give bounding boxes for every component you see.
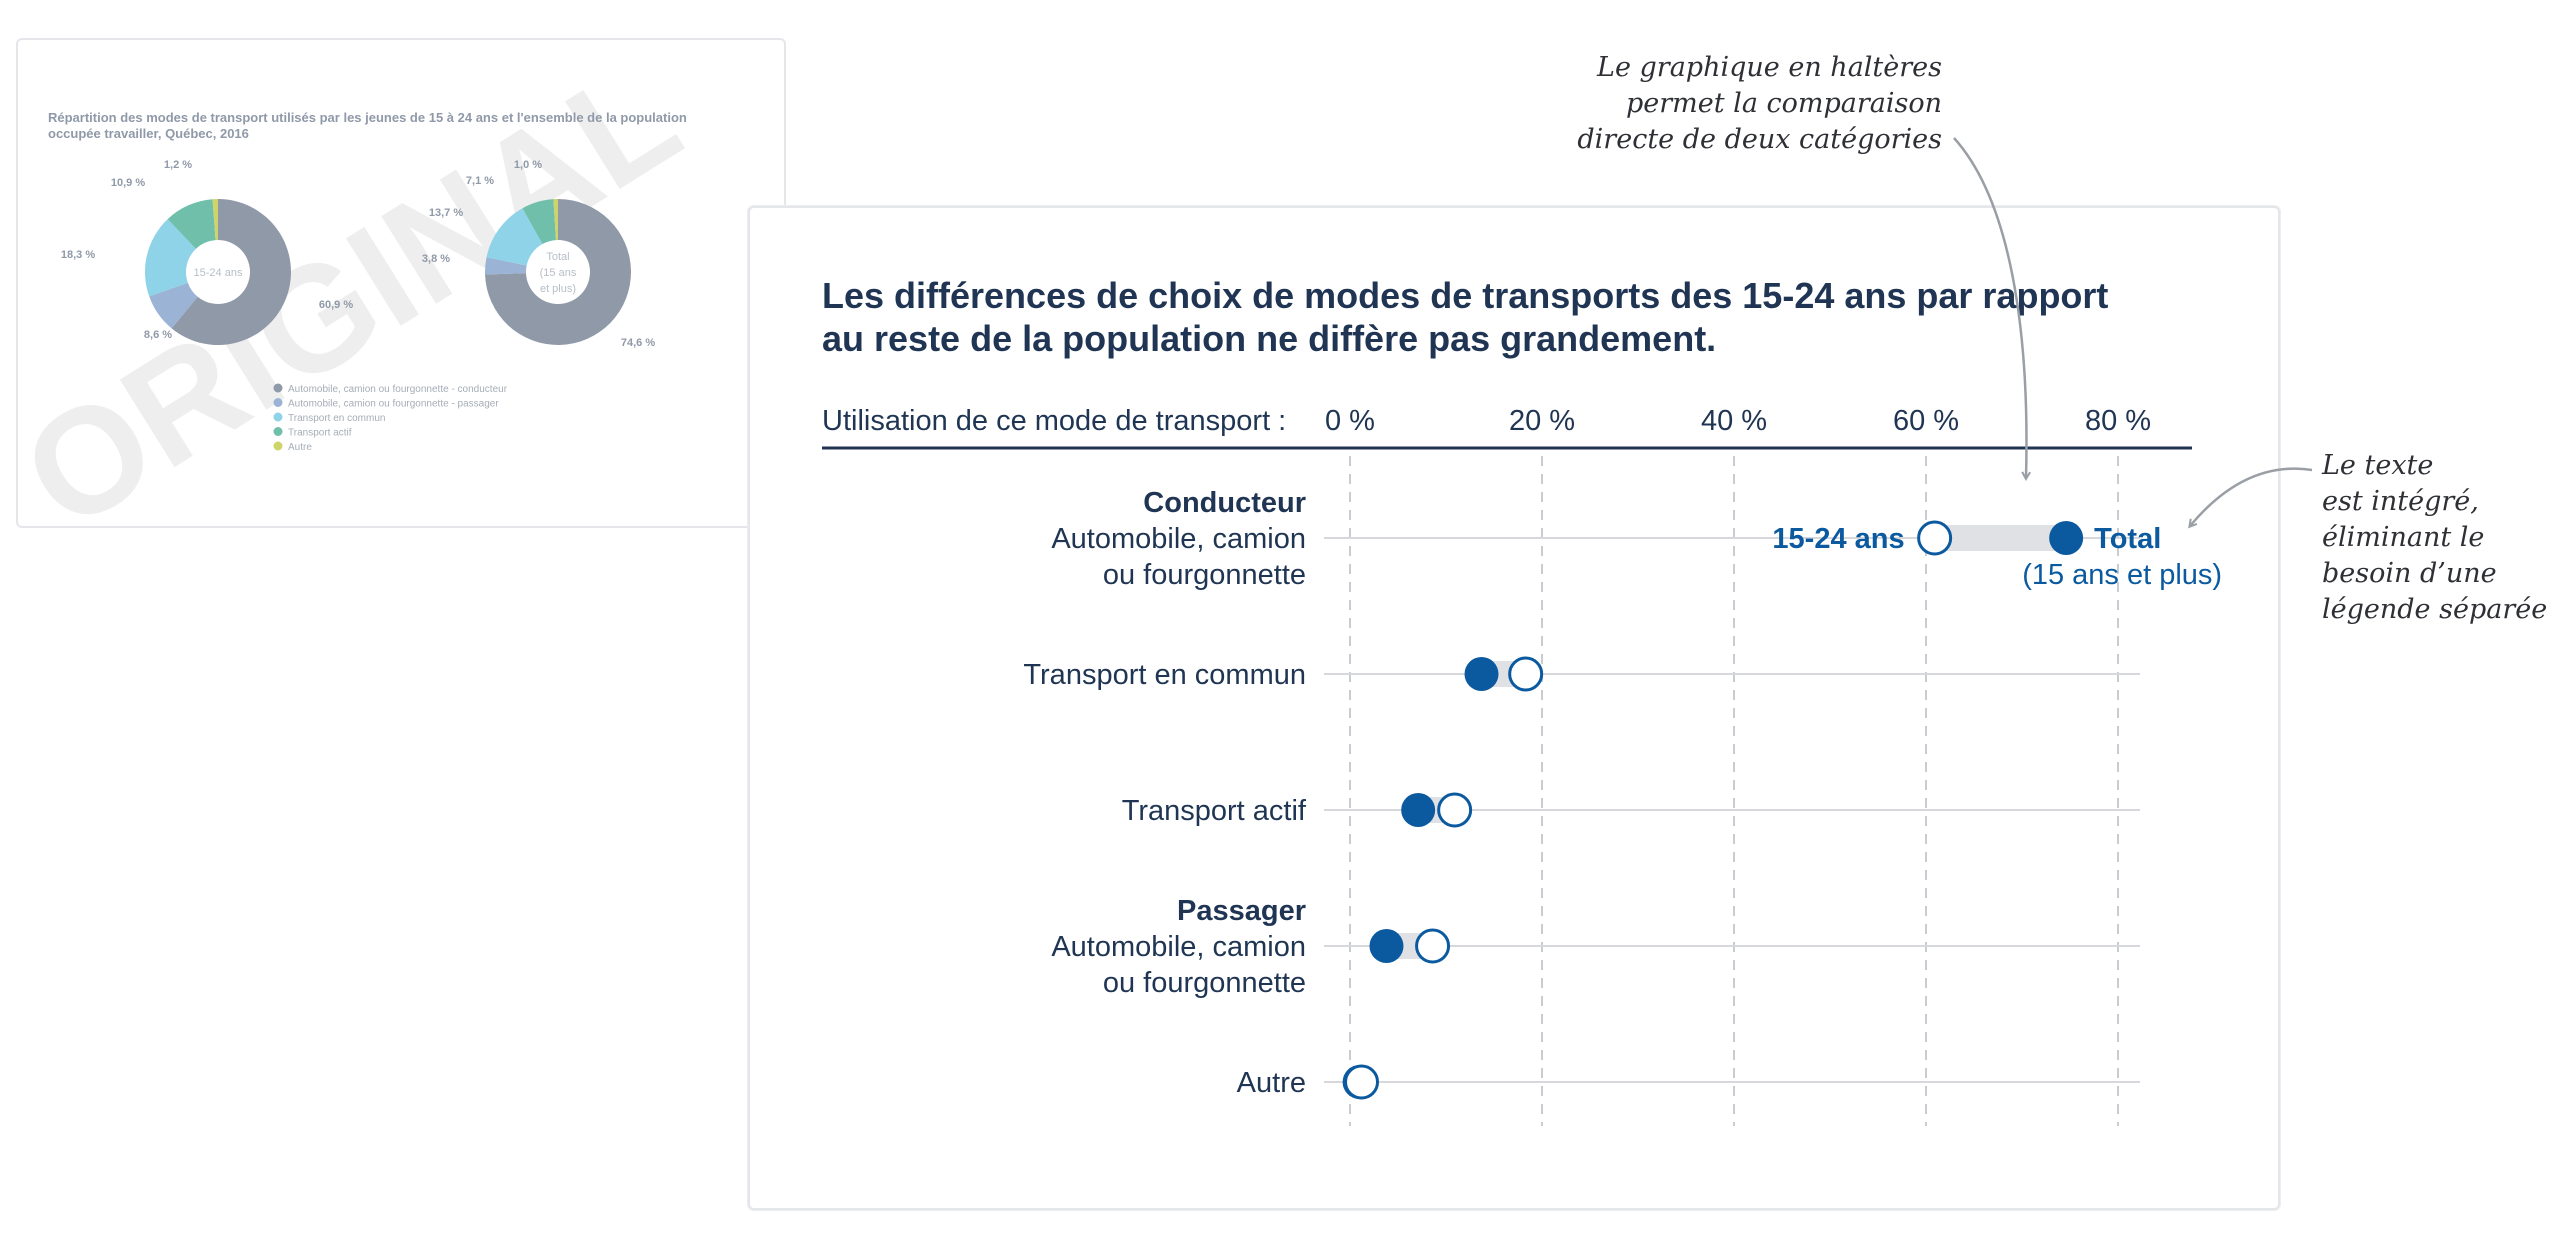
donut-slice: [167, 199, 216, 249]
legend-swatch: [273, 412, 283, 422]
legend-swatch: [273, 383, 283, 393]
annotation-arrow-side: [2190, 467, 2313, 526]
donut-slice: [485, 199, 631, 345]
category-row: Transport actif: [1122, 792, 2140, 828]
donut-slice-label: 8,6 %: [144, 329, 172, 341]
tick-label-40: 40 %: [1701, 405, 1767, 437]
donut-slice-label: 3,8 %: [422, 253, 450, 265]
annotation-dumbbell-note: Le graphique en haltères permet la compa…: [1577, 52, 1942, 155]
donut-slice-label: 7,1 %: [466, 175, 494, 187]
marker-15-24: [1415, 928, 1451, 964]
marker-15-24: [1508, 656, 1544, 692]
marker-15-24: [1344, 1064, 1380, 1100]
category-label: ou fourgonnette: [1103, 967, 1306, 999]
donut-slice: [522, 199, 556, 245]
category-label: Autre: [1237, 1067, 1306, 1099]
series-label-total: Total: [2094, 523, 2161, 555]
tick-label-80: 80 %: [2085, 405, 2151, 437]
dumbbell-chart: Utilisation de ce mode de transport : 0 %…: [822, 405, 2222, 1126]
donut-slice: [485, 257, 527, 275]
category-group-label: Passager: [1177, 895, 1306, 927]
legend-label: Transport actif: [288, 428, 352, 439]
donut-slice: [212, 199, 218, 241]
tick-label-20: 20 %: [1509, 405, 1575, 437]
category-group-label: Conducteur: [1143, 487, 1306, 519]
donut-center-label: (15 ans: [540, 267, 577, 279]
tick-label-0: 0 %: [1325, 405, 1375, 437]
category-label: Transport en commun: [1023, 659, 1306, 691]
category-row: Transport en commun: [1023, 656, 2140, 692]
donut-slice-label: 13,7 %: [429, 207, 463, 219]
legend-label: Autre: [288, 442, 312, 453]
donut-slice-label: 60,9 %: [319, 299, 353, 311]
donut-slice: [486, 208, 543, 266]
original-title: occupée travailler, Québec, 2016: [48, 126, 249, 141]
legend-swatch: [273, 441, 283, 451]
legend-label: Transport en commun: [288, 413, 385, 424]
annotation-legend-note: Le texte est intégré, éliminant le besoi…: [2322, 450, 2548, 625]
category-label: ou fourgonnette: [1103, 559, 1306, 591]
donut-slice-label: 74,6 %: [621, 337, 655, 349]
donut-slice-label: 18,3 %: [61, 249, 95, 261]
original-chart-card: ORIGINAL Répartition des modes de transpo…: [0, 30, 786, 561]
marker-total: [1401, 793, 1436, 827]
series-sublabel-total: (15 ans et plus): [2022, 559, 2222, 591]
category-label: Transport actif: [1122, 795, 1307, 827]
marker-total: [1464, 657, 1499, 691]
legend-swatch: [273, 427, 283, 436]
category-row: Passager Automobile, camion ou fourgonnett…: [1051, 895, 2140, 999]
donut-center-label: Total: [546, 251, 569, 263]
category-label: Automobile, camion: [1051, 931, 1306, 963]
legend-label: Automobile, camion ou fourgonnette - con…: [288, 384, 508, 395]
marker-total: [1369, 929, 1404, 963]
annotation-arrow-top: [1953, 137, 2026, 478]
category-label: Automobile, camion: [1051, 523, 1306, 555]
marker-15-24: [1437, 792, 1473, 828]
donut-slice-label: 10,9 %: [111, 177, 145, 189]
marker-15-24: [1917, 520, 1953, 556]
chart-title: Les différences de choix de modes de tra…: [822, 275, 2109, 359]
donut-slice-label: 1,0 %: [514, 159, 542, 171]
tick-label-60: 60 %: [1893, 405, 1959, 437]
category-row: Conducteur Automobile, camion ou fourgonne…: [1051, 487, 2222, 591]
original-title: Répartition des modes de transport utili…: [48, 110, 687, 125]
series-label-15-24: 15-24 ans: [1772, 523, 1904, 555]
donut-center-label: 15-24 ans: [194, 267, 243, 279]
marker-total: [2049, 521, 2084, 555]
category-row: Autre: [1237, 1064, 2140, 1100]
donut-slice: [171, 199, 291, 345]
donut-slice: [149, 282, 198, 329]
axis-label: Utilisation de ce mode de transport :: [822, 405, 1286, 437]
donut-slice: [145, 219, 196, 297]
legend-label: Automobile, camion ou fourgonnette - pas…: [288, 399, 499, 410]
donut-slice-label: 1,2 %: [164, 159, 192, 171]
donut-center-label: et plus): [540, 283, 576, 295]
donut-slice: [553, 199, 558, 241]
legend-swatch: [273, 398, 283, 407]
